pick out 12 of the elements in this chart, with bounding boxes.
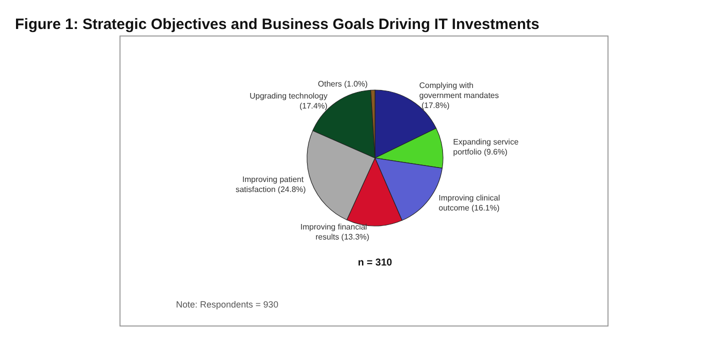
slice-label: Expanding service portfolio (9.6%) (453, 137, 521, 156)
data-label: (17.4%) (297, 102, 328, 111)
slice-label: Improving patient satisfaction (24.8%) (236, 174, 306, 194)
text: n = 310 (358, 258, 393, 268)
slice-label: Improving financial results (13.3%) (300, 222, 370, 242)
slice-label: Upgrading technology (250, 92, 328, 101)
text: Note: Respondents = 930 (176, 300, 278, 310)
slice-label: Complying with government mandates (419, 80, 499, 100)
slice-label: Others (1.0%) (318, 80, 368, 89)
chart-title: Figure 1: Strategic Objectives and Business Goals Driving IT Investments (15, 16, 540, 33)
data-label: (17.8%) (419, 100, 450, 110)
slice-label: Improving clinical outcome (16.1%) (438, 194, 502, 213)
